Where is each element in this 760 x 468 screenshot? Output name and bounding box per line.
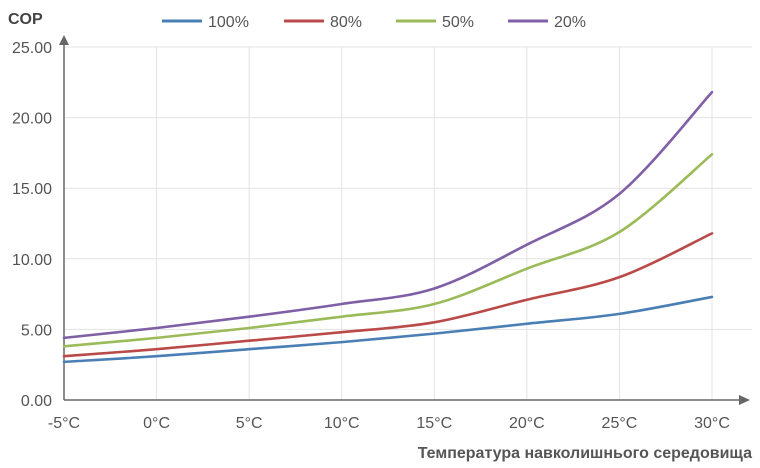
y-tick-label: 5.00 [21, 322, 52, 339]
grid [64, 46, 752, 400]
series-line-50pct [62, 153, 714, 348]
series-line-80pct [62, 232, 714, 358]
y-axis-arrow [59, 35, 69, 45]
y-tick-label: 25.00 [12, 40, 52, 57]
x-tick-label: 25°C [602, 415, 638, 432]
legend-label: 80% [330, 14, 362, 31]
axes: 0.00 5.00 10.00 15.00 20.00 25.00 -5°C 0°C 5°C 10… [12, 35, 750, 432]
series-line-100pct [62, 295, 714, 364]
series [62, 90, 714, 364]
x-tick-label: 20°C [509, 415, 545, 432]
x-axis-title: Температура навколишнього середовища [418, 445, 752, 462]
legend-label: 100% [208, 14, 249, 31]
x-tick-label: 15°C [416, 415, 452, 432]
x-tick-label: 30°C [694, 415, 730, 432]
x-tick-label: -5°C [48, 415, 80, 432]
y-tick-label: 15.00 [12, 181, 52, 198]
legend-label: 20% [554, 14, 586, 31]
x-tick-label: 0°C [143, 415, 170, 432]
legend: 100% 80% 50% 20% [162, 14, 586, 31]
y-tick-label: 0.00 [21, 393, 52, 410]
x-tick-label: 5°C [236, 415, 263, 432]
series-line-20pct [62, 90, 714, 340]
y-axis-title: COP [8, 11, 43, 28]
x-tick-label: 10°C [324, 415, 360, 432]
y-tick-label: 10.00 [12, 252, 52, 269]
legend-label: 50% [442, 14, 474, 31]
x-axis-arrow [739, 395, 750, 405]
y-tick-label: 20.00 [12, 111, 52, 128]
